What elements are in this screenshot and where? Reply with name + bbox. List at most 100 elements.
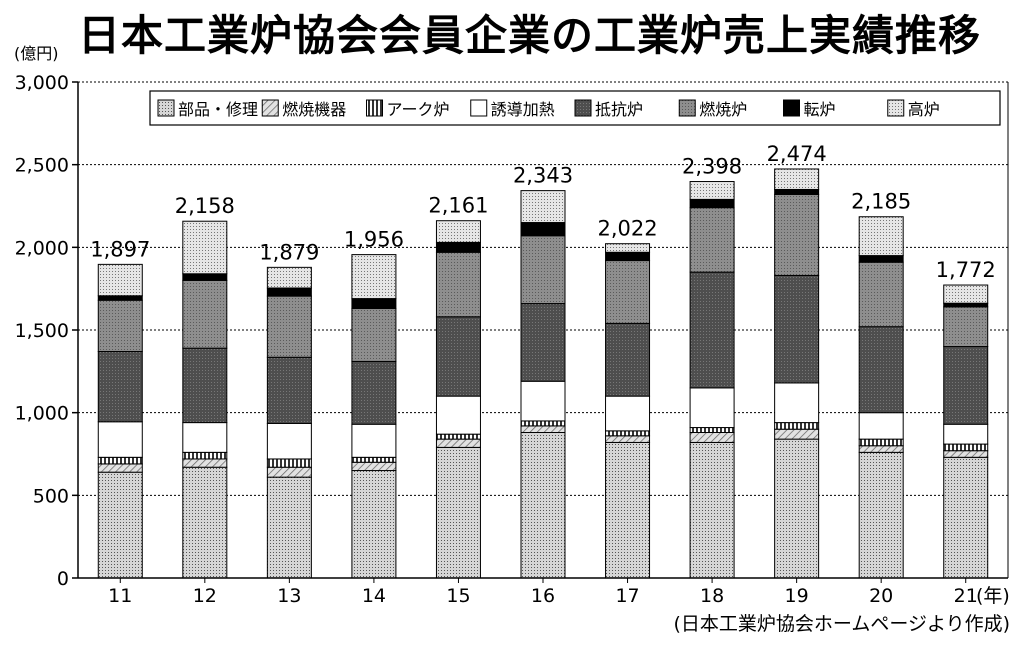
bar-segment (774, 193, 820, 276)
bar-stack (97, 263, 143, 579)
total-label: 1,897 (90, 237, 150, 261)
legend-swatch (470, 99, 488, 117)
total-label: 2,474 (767, 142, 827, 166)
bar-segment (858, 438, 904, 447)
bar-segment (774, 274, 820, 384)
y-tick-label: 3,000 (15, 72, 69, 94)
bar-segment (266, 295, 312, 358)
legend-label: 転炉 (804, 100, 836, 119)
bar-segment (520, 420, 566, 427)
bar-segment (520, 432, 566, 579)
bar-segment (689, 387, 735, 429)
y-tick-label: 1,500 (15, 320, 69, 342)
bar-segment (351, 308, 397, 362)
legend: 部品・修理 燃焼機器 アーク炉 誘導加熱 抵抗炉 燃焼炉 転炉 高炉 (149, 90, 1001, 126)
y-tick-label: 1,000 (15, 403, 69, 425)
bar-segment (435, 395, 481, 435)
bar-segment (774, 188, 820, 195)
bar-segment (266, 458, 312, 468)
x-tick-label: 15 (446, 585, 470, 607)
bar-segment (520, 222, 566, 237)
bar-segment (943, 443, 989, 452)
bar-stack (943, 284, 989, 579)
total-label: 2,185 (851, 190, 911, 214)
bar-stacks (97, 168, 989, 579)
total-label: 1,879 (259, 240, 319, 264)
bar-segment (858, 412, 904, 440)
x-tick-label: 14 (362, 585, 386, 607)
legend-label: 燃焼炉 (699, 100, 747, 119)
total-label: 2,343 (513, 164, 573, 188)
bar-segment (943, 302, 989, 308)
bar-segment (435, 251, 481, 318)
bar-segment (605, 251, 651, 262)
bar-segment (351, 461, 397, 472)
chart-title: 日本工業炉協会会員企業の工業炉売上実績推移 (78, 11, 982, 60)
bar-segment (858, 216, 904, 257)
bar-segment (774, 422, 820, 430)
bar-segment (943, 456, 989, 579)
total-label: 2,398 (682, 155, 742, 179)
legend-swatch (261, 99, 279, 117)
bar-segment (689, 207, 735, 273)
bar-segment (858, 261, 904, 328)
bar-segment (97, 421, 143, 458)
bar-segment (182, 220, 228, 275)
bar-segment (97, 299, 143, 352)
x-tick-label: 13 (277, 585, 301, 607)
bar-segment (266, 466, 312, 478)
bar-segment (435, 316, 481, 397)
bar-segment (266, 476, 312, 579)
bar-segment (97, 471, 143, 579)
total-label: 2,158 (175, 194, 235, 218)
x-tick-label: 11 (108, 585, 132, 607)
bar-segment (774, 382, 820, 424)
bar-segment (182, 279, 228, 349)
bar-segment (97, 463, 143, 473)
y-axis-unit: (億円) (14, 44, 59, 63)
bar-segment (182, 458, 228, 468)
bar-segment (351, 456, 397, 463)
bar-stack (435, 220, 481, 579)
bar-segment (774, 428, 820, 440)
bar-stack (774, 168, 820, 579)
bar-segment (435, 433, 481, 440)
bar-segment (858, 445, 904, 453)
bar-stack (520, 190, 566, 579)
x-tick-label: 12 (193, 585, 217, 607)
bar-segment (943, 346, 989, 425)
bar-segment (182, 451, 228, 460)
y-tick-label: 500 (33, 485, 69, 507)
bar-segment (351, 360, 397, 425)
legend-label: 部品・修理 (178, 100, 258, 119)
bar-segment (182, 347, 228, 424)
source-note: (日本工業炉協会ホームページより作成) (673, 613, 1011, 635)
bar-segment (351, 470, 397, 579)
bar-stack (351, 254, 397, 579)
bar-segment (689, 432, 735, 443)
bar-stack (689, 181, 735, 579)
bar-segment (858, 326, 904, 414)
bar-stack (858, 216, 904, 579)
y-tick-label: 2,000 (15, 237, 69, 259)
legend-swatch (157, 99, 175, 117)
bar-stack (182, 220, 228, 579)
x-axis: 11 12 13 14 15 16 17 18 19 20 21 (78, 577, 1008, 607)
x-tick-label: 21 (954, 585, 978, 607)
legend-label: 誘導加熱 (491, 100, 555, 119)
bar-segment (435, 241, 481, 253)
bar-segment (943, 423, 989, 445)
y-tick-label: 2,500 (15, 155, 69, 177)
bar-stack (266, 266, 312, 579)
bar-segment (774, 438, 820, 579)
bar-segment (858, 451, 904, 579)
total-label: 1,772 (936, 258, 996, 282)
bar-segment (943, 306, 989, 348)
bar-segment (605, 322, 651, 397)
bar-segment (605, 441, 651, 579)
legend-label: 高炉 (908, 100, 940, 119)
legend-swatch (678, 99, 696, 117)
bar-segment (520, 190, 566, 224)
x-tick-label: 18 (700, 585, 724, 607)
bar-segment (97, 263, 143, 297)
